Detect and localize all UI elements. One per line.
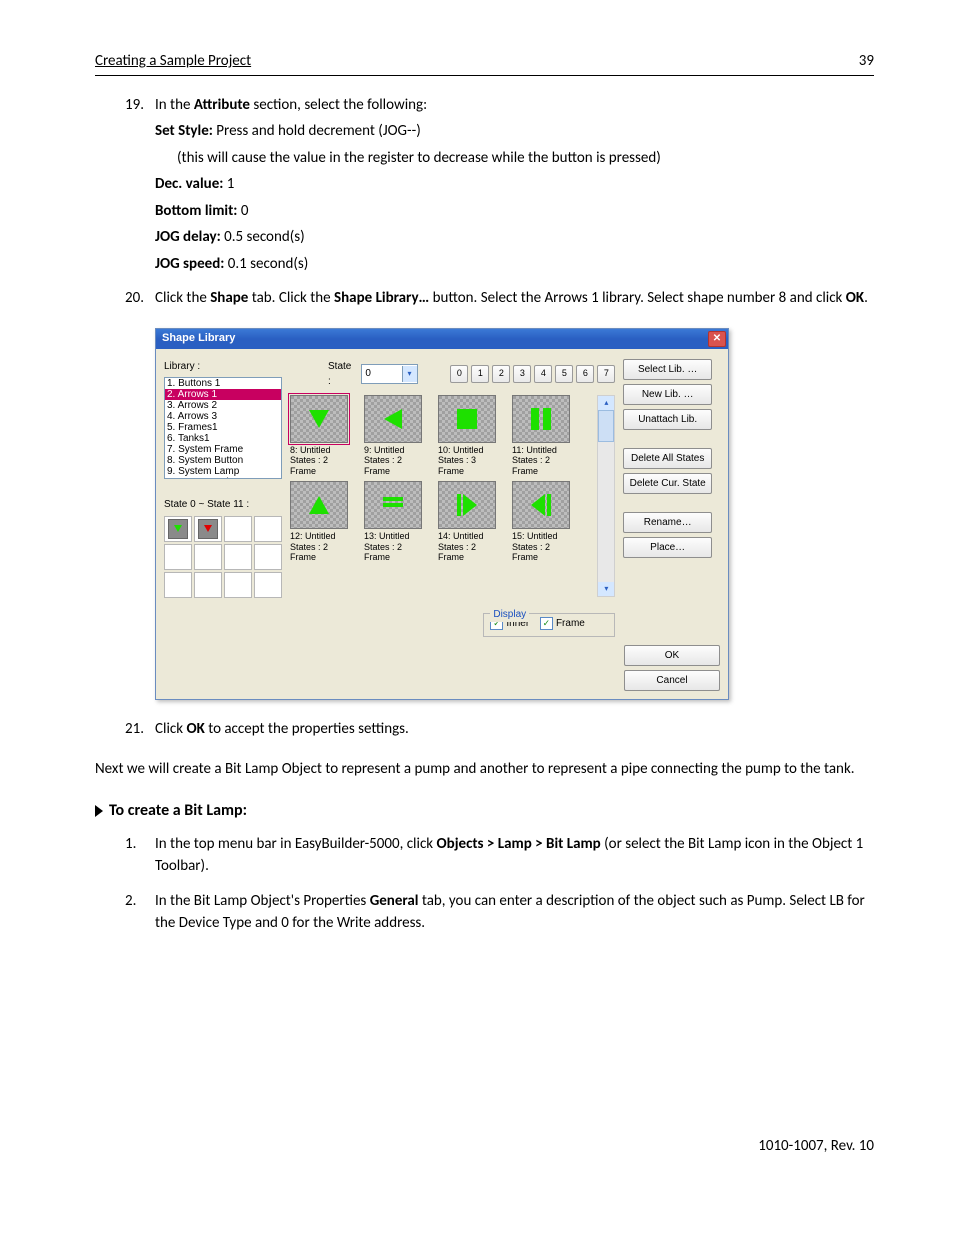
shape-grid: 8: UntitledStates : 2Frame9: UntitledSta… xyxy=(290,395,593,564)
shape-cell[interactable]: 11: UntitledStates : 2Frame xyxy=(512,395,578,477)
state-thumb-empty[interactable] xyxy=(254,516,282,542)
delete-all-states-button[interactable]: Delete All States xyxy=(623,448,712,469)
unattach-lib-button[interactable]: Unattach Lib. xyxy=(623,409,712,430)
cancel-button[interactable]: Cancel xyxy=(624,670,720,691)
state-num-button[interactable]: 4 xyxy=(534,365,552,383)
state-thumb-empty[interactable] xyxy=(194,572,222,598)
shape-cell[interactable]: 12: UntitledStates : 2Frame xyxy=(290,481,356,563)
select-lib-button[interactable]: Select Lib. … xyxy=(623,359,712,380)
shape-cell[interactable]: 15: UntitledStates : 2Frame xyxy=(512,481,578,563)
library-item[interactable]: 4. Arrows 3 xyxy=(165,411,281,422)
state-range-label: State 0 ~ State 11 : xyxy=(164,497,282,512)
state-number-buttons: 01234567 xyxy=(450,365,615,383)
state-label: State : xyxy=(328,359,355,389)
state-thumb-empty[interactable] xyxy=(224,572,252,598)
shape-scrollbar[interactable]: ▴ ▾ xyxy=(597,395,615,597)
display-groupbox: Display ✓Inner ✓Frame xyxy=(483,613,615,637)
scroll-up-icon[interactable]: ▴ xyxy=(598,396,614,410)
state-num-button[interactable]: 3 xyxy=(513,365,531,383)
dialog-titlebar[interactable]: Shape Library ✕ xyxy=(156,329,728,349)
state-thumbnail-grid xyxy=(164,516,282,598)
chevron-down-icon[interactable]: ▾ xyxy=(402,366,417,382)
step-number: 21. xyxy=(125,718,144,741)
delete-cur-state-button[interactable]: Delete Cur. State xyxy=(623,473,712,494)
step-19: 19. In the Attribute section, select the… xyxy=(125,94,874,276)
rename-button[interactable]: Rename… xyxy=(623,512,712,533)
instruction-list-b: 1. In the top menu bar in EasyBuilder-50… xyxy=(95,833,874,935)
instruction-list-a: 19. In the Attribute section, select the… xyxy=(95,94,874,310)
state-thumb-empty[interactable] xyxy=(194,544,222,570)
state-num-button[interactable]: 5 xyxy=(555,365,573,383)
step-number: 19. xyxy=(125,94,144,117)
state-thumb-empty[interactable] xyxy=(164,572,192,598)
dialog-title: Shape Library xyxy=(162,330,235,347)
state-num-button[interactable]: 6 xyxy=(576,365,594,383)
place-button[interactable]: Place… xyxy=(623,537,712,558)
instruction-list-a2: 21. Click OK to accept the properties se… xyxy=(95,718,874,741)
library-item[interactable]: 9. System Lamp xyxy=(165,466,281,477)
step-b1: 1. In the top menu bar in EasyBuilder-50… xyxy=(125,833,874,878)
shape-cell[interactable]: 9: UntitledStates : 2Frame xyxy=(364,395,430,477)
transition-paragraph: Next we will create a Bit Lamp Object to… xyxy=(95,758,874,781)
scroll-thumb[interactable] xyxy=(598,410,614,442)
state-thumb-empty[interactable] xyxy=(224,516,252,542)
state-thumb-1[interactable] xyxy=(194,516,222,542)
step-number: 20. xyxy=(125,287,144,310)
step-b2: 2. In the Bit Lamp Object's Properties G… xyxy=(125,890,874,935)
state-num-button[interactable]: 7 xyxy=(597,365,615,383)
section-heading-bit-lamp: To create a Bit Lamp: xyxy=(95,799,874,823)
step-number: 1. xyxy=(125,833,136,856)
header-title: Creating a Sample Project xyxy=(95,50,251,73)
close-icon[interactable]: ✕ xyxy=(708,331,726,347)
state-dropdown[interactable]: 0 ▾ xyxy=(361,364,417,384)
library-item[interactable]: 3. Arrows 2 xyxy=(165,400,281,411)
ok-button[interactable]: OK xyxy=(624,645,720,666)
library-item[interactable]: 2. Arrows 1 xyxy=(165,389,281,400)
shape-library-dialog: Shape Library ✕ Library : 1. Buttons 12.… xyxy=(155,328,729,700)
shape-cell[interactable]: 8: UntitledStates : 2Frame xyxy=(290,395,356,477)
frame-checkbox[interactable]: ✓Frame xyxy=(540,616,585,631)
library-label: Library : xyxy=(164,359,282,374)
step-21: 21. Click OK to accept the properties se… xyxy=(125,718,874,741)
page-footer: 1010-1007, Rev. 10 xyxy=(95,1135,874,1158)
library-listbox[interactable]: 1. Buttons 12. Arrows 13. Arrows 24. Arr… xyxy=(164,377,282,479)
step-20: 20. Click the Shape tab. Click the Shape… xyxy=(125,287,874,310)
library-item[interactable]: 5. Frames1 xyxy=(165,422,281,433)
library-item[interactable]: 6. Tanks1 xyxy=(165,433,281,444)
state-num-button[interactable]: 0 xyxy=(450,365,468,383)
library-item[interactable]: 10. System Pipe xyxy=(165,477,281,479)
shape-cell[interactable]: 10: UntitledStates : 3Frame xyxy=(438,395,504,477)
page-number: 39 xyxy=(859,50,874,73)
state-thumb-empty[interactable] xyxy=(224,544,252,570)
library-item[interactable]: 8. System Button xyxy=(165,455,281,466)
state-thumb-0[interactable] xyxy=(164,516,192,542)
shape-library-dialog-screenshot: Shape Library ✕ Library : 1. Buttons 12.… xyxy=(155,328,874,700)
state-thumb-empty[interactable] xyxy=(254,572,282,598)
library-item[interactable]: 7. System Frame xyxy=(165,444,281,455)
page-header: Creating a Sample Project 39 xyxy=(95,50,874,76)
triangle-bullet-icon xyxy=(95,805,103,817)
state-num-button[interactable]: 2 xyxy=(492,365,510,383)
state-num-button[interactable]: 1 xyxy=(471,365,489,383)
step-number: 2. xyxy=(125,890,136,913)
library-item[interactable]: 1. Buttons 1 xyxy=(165,378,281,389)
shape-cell[interactable]: 14: UntitledStates : 2Frame xyxy=(438,481,504,563)
shape-cell[interactable]: 13: UntitledStates : 2Frame xyxy=(364,481,430,563)
new-lib-button[interactable]: New Lib. … xyxy=(623,384,712,405)
scroll-down-icon[interactable]: ▾ xyxy=(598,582,614,596)
state-thumb-empty[interactable] xyxy=(254,544,282,570)
state-thumb-empty[interactable] xyxy=(164,544,192,570)
